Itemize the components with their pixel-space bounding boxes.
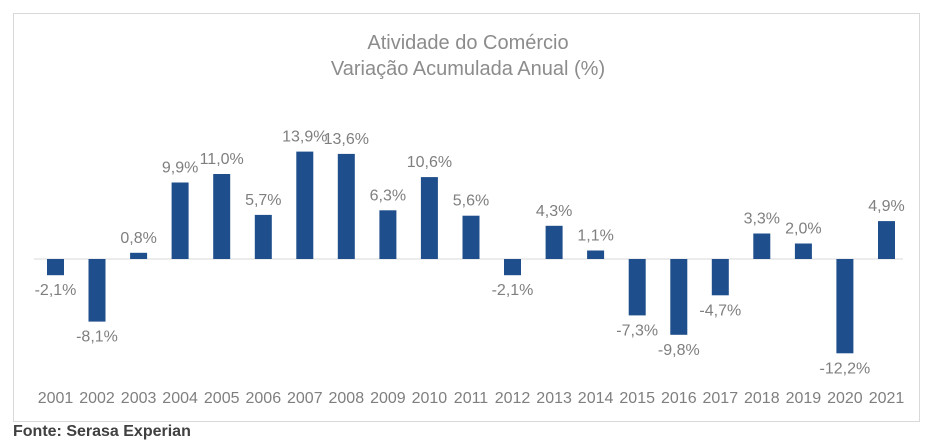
bar-2006 xyxy=(254,214,272,259)
bar-2021 xyxy=(878,221,895,259)
x-tick-label-2018: 2018 xyxy=(744,390,780,407)
x-tick-label-2017: 2017 xyxy=(703,390,739,407)
x-tick-label-2016: 2016 xyxy=(661,390,697,407)
data-label-2004: 9,9% xyxy=(162,160,198,177)
bar-2016 xyxy=(670,259,688,335)
data-label-2011: 5,6% xyxy=(453,193,489,210)
source-note: Fonte: Serasa Experian xyxy=(13,423,191,440)
x-tick-label-2010: 2010 xyxy=(412,390,448,407)
x-tick-label-2021: 2021 xyxy=(869,390,905,407)
x-tick-label-2019: 2019 xyxy=(786,390,822,407)
chart-title: Atividade do Comércio xyxy=(367,32,568,54)
x-tick-label-2001: 2001 xyxy=(38,390,74,407)
data-label-2002: -8,1% xyxy=(76,329,118,346)
x-tick-label-2002: 2002 xyxy=(79,390,115,407)
bar-2003 xyxy=(130,252,148,259)
x-tick-label-2020: 2020 xyxy=(827,390,863,407)
x-tick-label-2004: 2004 xyxy=(162,390,198,407)
x-tick-label-2005: 2005 xyxy=(204,390,240,407)
x-tick-label-2006: 2006 xyxy=(246,390,282,407)
bar-2010 xyxy=(420,177,438,259)
data-label-2010: 10,6% xyxy=(407,154,452,171)
bar-2013 xyxy=(545,225,563,259)
data-label-2005: 11,0% xyxy=(200,151,244,168)
bar-2008 xyxy=(337,153,355,259)
x-tick-label-2011: 2011 xyxy=(454,390,489,407)
data-label-2001: -2,1% xyxy=(35,282,77,299)
data-label-2019: 2,0% xyxy=(785,221,821,238)
bar-2014 xyxy=(587,250,605,259)
data-label-2007: 13,9% xyxy=(282,129,327,146)
chart-frame xyxy=(13,13,920,422)
bar-2005 xyxy=(213,174,231,259)
x-tick-label-2013: 2013 xyxy=(536,390,572,407)
data-label-2003: 0,8% xyxy=(120,230,156,247)
data-label-2021: 4,9% xyxy=(868,198,904,215)
x-tick-label-2003: 2003 xyxy=(121,390,157,407)
bar-2009 xyxy=(379,210,397,259)
data-label-2018: 3,3% xyxy=(744,211,780,228)
data-label-2006: 5,7% xyxy=(245,192,281,209)
bar-2012 xyxy=(504,259,521,276)
data-label-2014: 1,1% xyxy=(577,228,613,245)
x-tick-label-2015: 2015 xyxy=(619,390,655,407)
x-tick-label-2008: 2008 xyxy=(329,390,365,407)
data-label-2012: -2,1% xyxy=(492,282,534,299)
data-label-2016: -9,8% xyxy=(658,342,700,359)
x-tick-label-2014: 2014 xyxy=(578,390,614,407)
x-tick-label-2007: 2007 xyxy=(287,390,323,407)
bar-2018 xyxy=(753,233,771,259)
data-label-2017: -4,7% xyxy=(699,302,741,319)
bar-2019 xyxy=(794,243,812,259)
bar-2004 xyxy=(171,182,189,259)
bar-2017 xyxy=(711,259,729,296)
bar-2002 xyxy=(88,259,106,322)
bar-2011 xyxy=(462,215,480,259)
x-tick-label-2009: 2009 xyxy=(370,390,406,407)
data-label-2020: -12,2% xyxy=(820,360,871,377)
bar-2001 xyxy=(47,259,64,276)
bar-2020 xyxy=(836,259,854,354)
chart-subtitle: Variação Acumulada Anual (%) xyxy=(331,58,605,80)
data-label-2013: 4,3% xyxy=(536,203,572,220)
data-label-2015: -7,3% xyxy=(616,322,658,339)
data-label-2009: 6,3% xyxy=(370,187,406,204)
bar-2007 xyxy=(296,151,314,259)
x-tick-label-2012: 2012 xyxy=(495,390,531,407)
data-label-2008: 13,6% xyxy=(324,131,369,148)
bar-2015 xyxy=(628,259,646,316)
